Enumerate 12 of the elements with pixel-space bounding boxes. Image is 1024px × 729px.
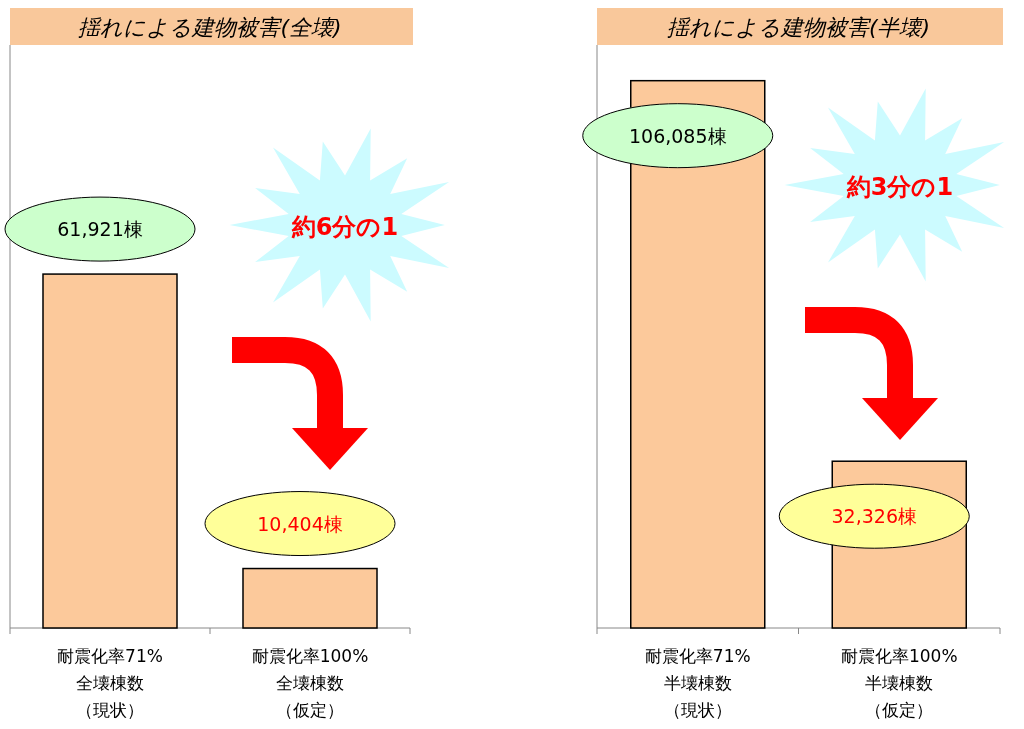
data-label: 32,326棟 [831,505,917,528]
x-tick-label: 耐震化率71% 全壊棟数（現状） [57,646,163,720]
chart-title: 揺れによる建物被害(半壊) [666,15,931,40]
x-tick-label: 耐震化率100% 全壊棟数（仮定） [251,646,369,720]
chart-title: 揺れによる建物被害(全壊) [78,15,342,40]
data-label: 10,404棟 [257,512,343,535]
annotation: 約6分の1 [290,213,399,241]
annotation: 約3分の1 [845,173,954,201]
x-tick-label: 耐震化率71% 半壊棟数（現状） [644,646,751,720]
x-tick-label: 耐震化率100% 半壊棟数（仮定） [840,646,958,720]
data-label: 106,085棟 [628,124,727,147]
data-label: 61,921棟 [57,218,143,241]
